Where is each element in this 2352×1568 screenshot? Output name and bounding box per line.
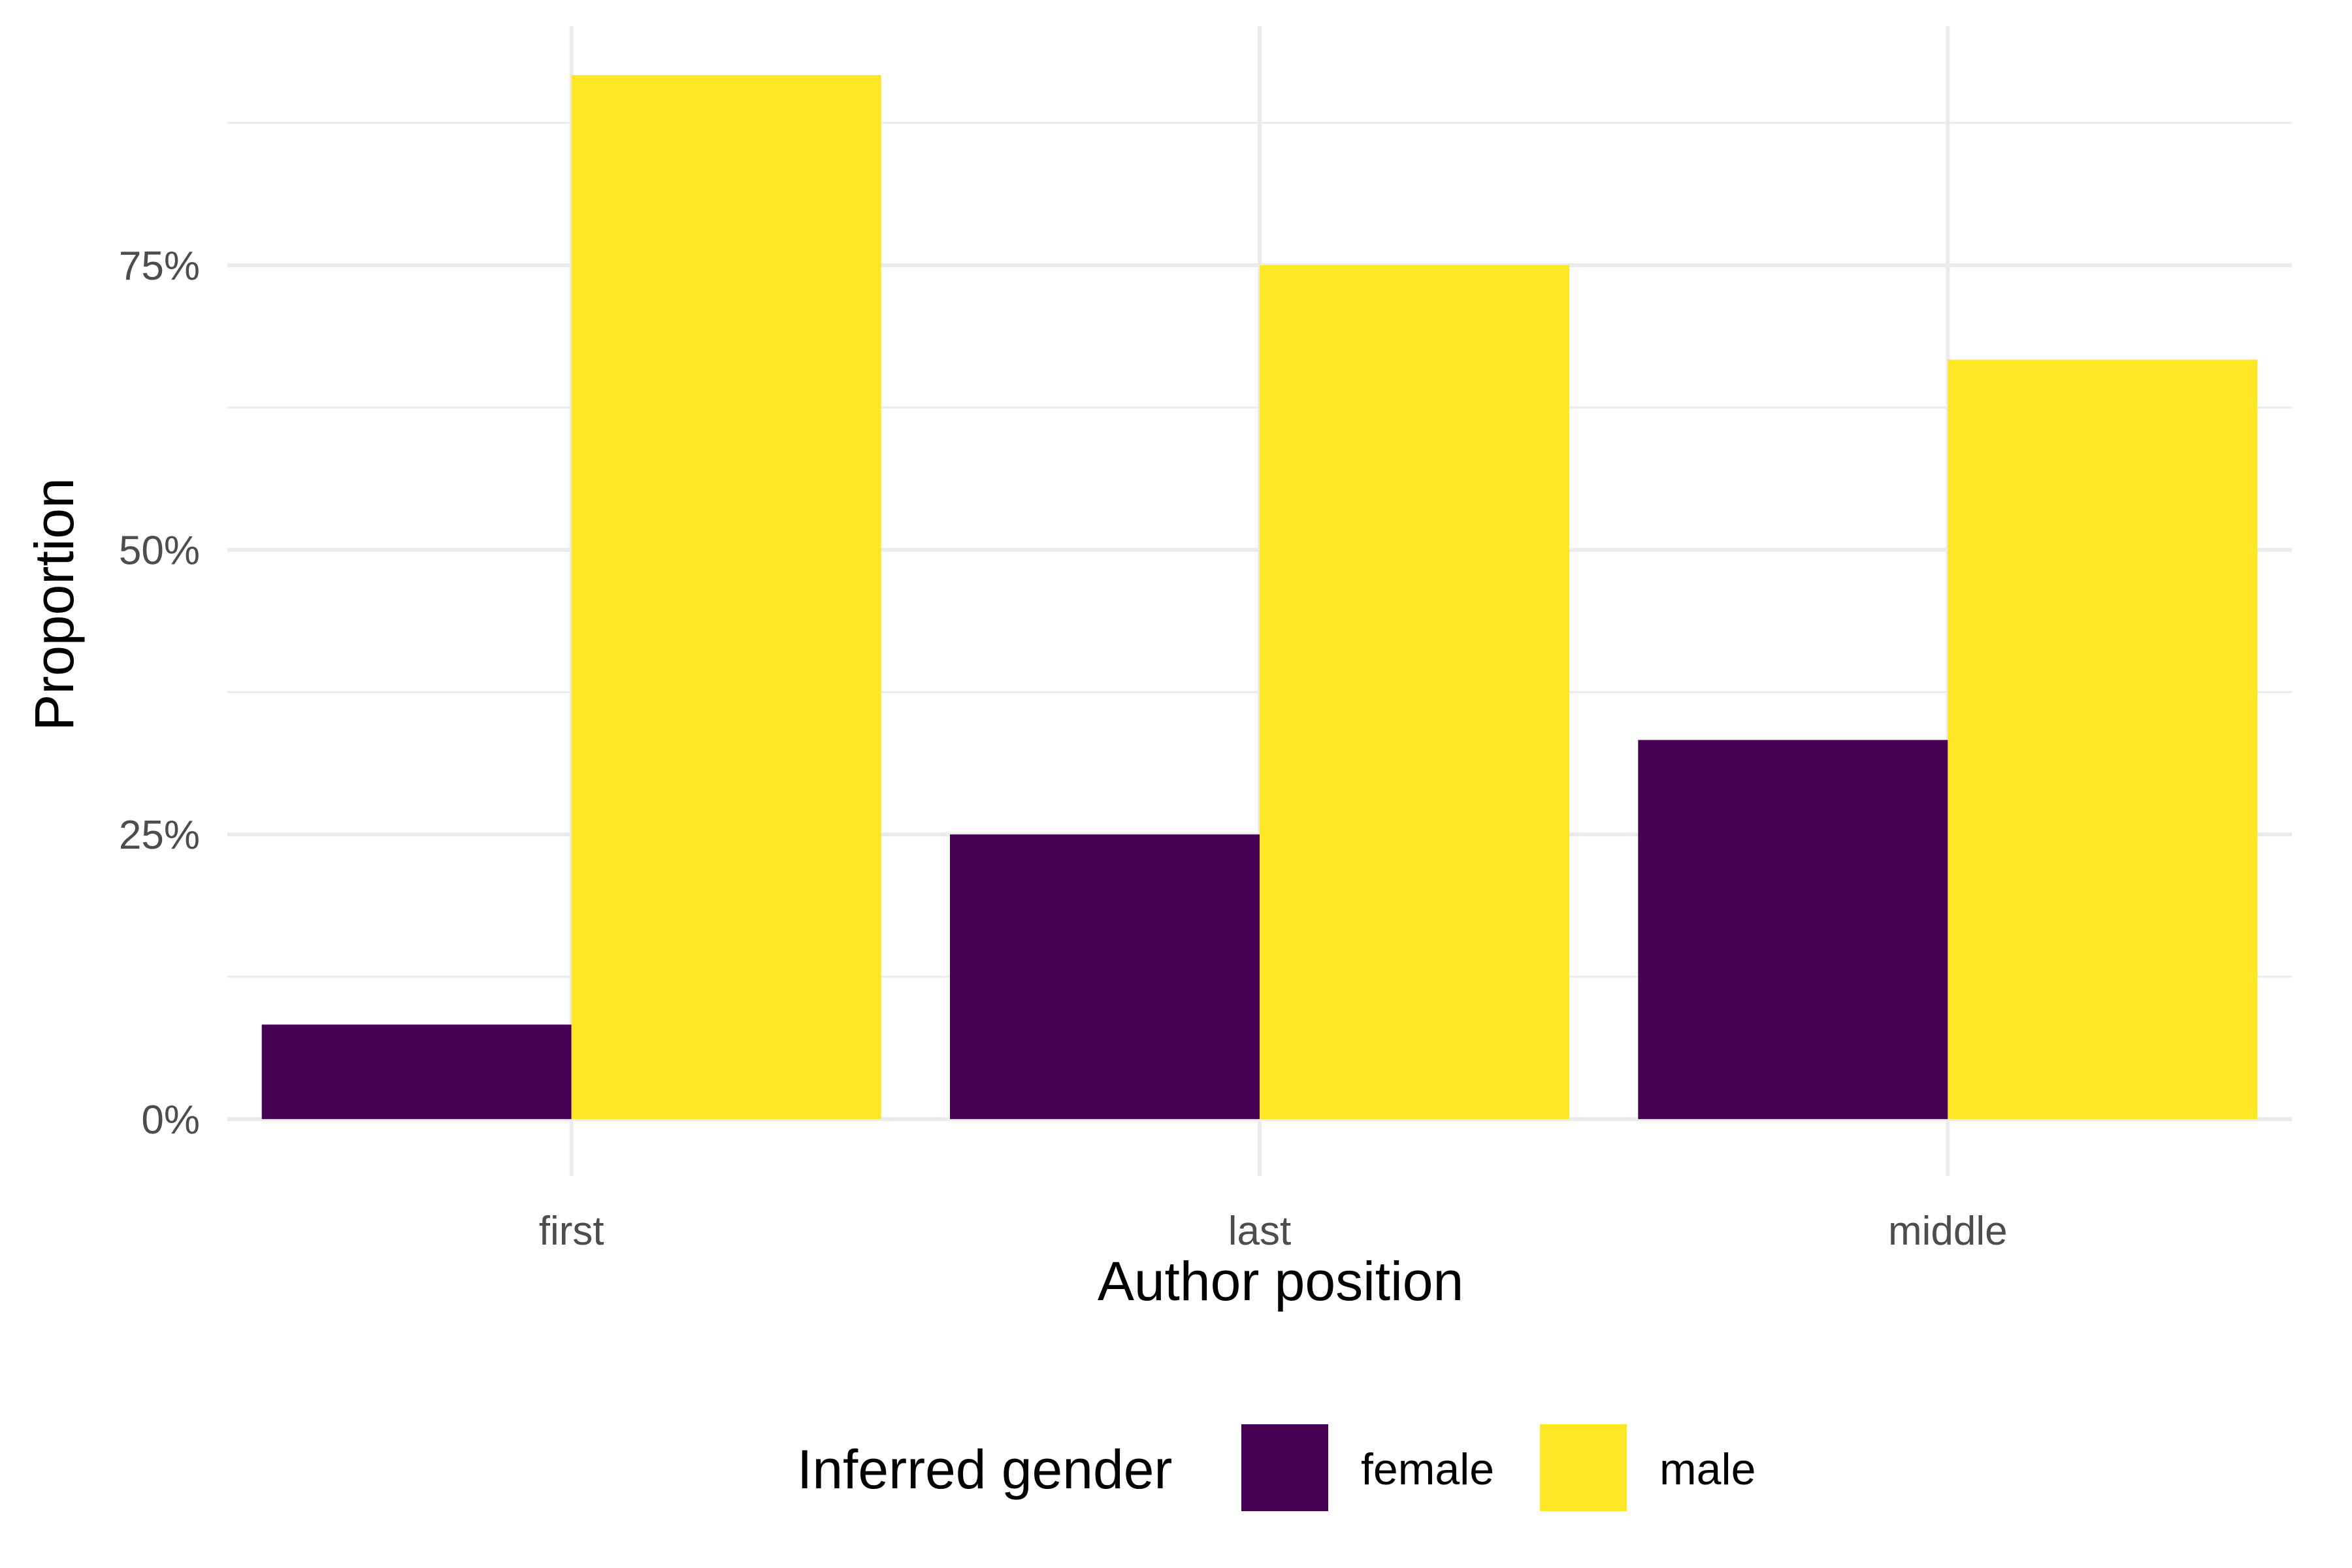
x-tick-label: middle (1888, 1209, 2008, 1254)
legend-label-female: female (1361, 1445, 1494, 1494)
y-tick-labels: 0% 25% 50% 75% (119, 244, 200, 1143)
legend-swatch-male (1540, 1424, 1627, 1511)
y-tick-label: 25% (119, 813, 200, 858)
bars (261, 74, 2258, 1119)
bar-male-middle (1948, 359, 2258, 1119)
bar-female-first (261, 1024, 572, 1119)
bar-male-last (1260, 265, 1569, 1119)
x-tick-label: last (1228, 1209, 1291, 1254)
x-tick-labels: first last middle (539, 1209, 2008, 1254)
y-tick-label: 75% (119, 244, 200, 289)
bar-male-first (571, 74, 881, 1119)
legend-swatch-female (1241, 1424, 1328, 1511)
y-axis-title: Proportion (24, 478, 85, 731)
legend-label-male: male (1659, 1445, 1756, 1494)
legend-title: Inferred gender (797, 1439, 1172, 1500)
x-axis-title: Author position (1098, 1250, 1463, 1312)
y-tick-label: 50% (119, 529, 200, 574)
legend: Inferred gender female male (797, 1424, 1756, 1511)
x-tick-label: first (539, 1209, 604, 1254)
bar-female-middle (1638, 740, 1948, 1119)
bar-female-last (950, 834, 1260, 1119)
y-tick-label: 0% (141, 1098, 200, 1143)
